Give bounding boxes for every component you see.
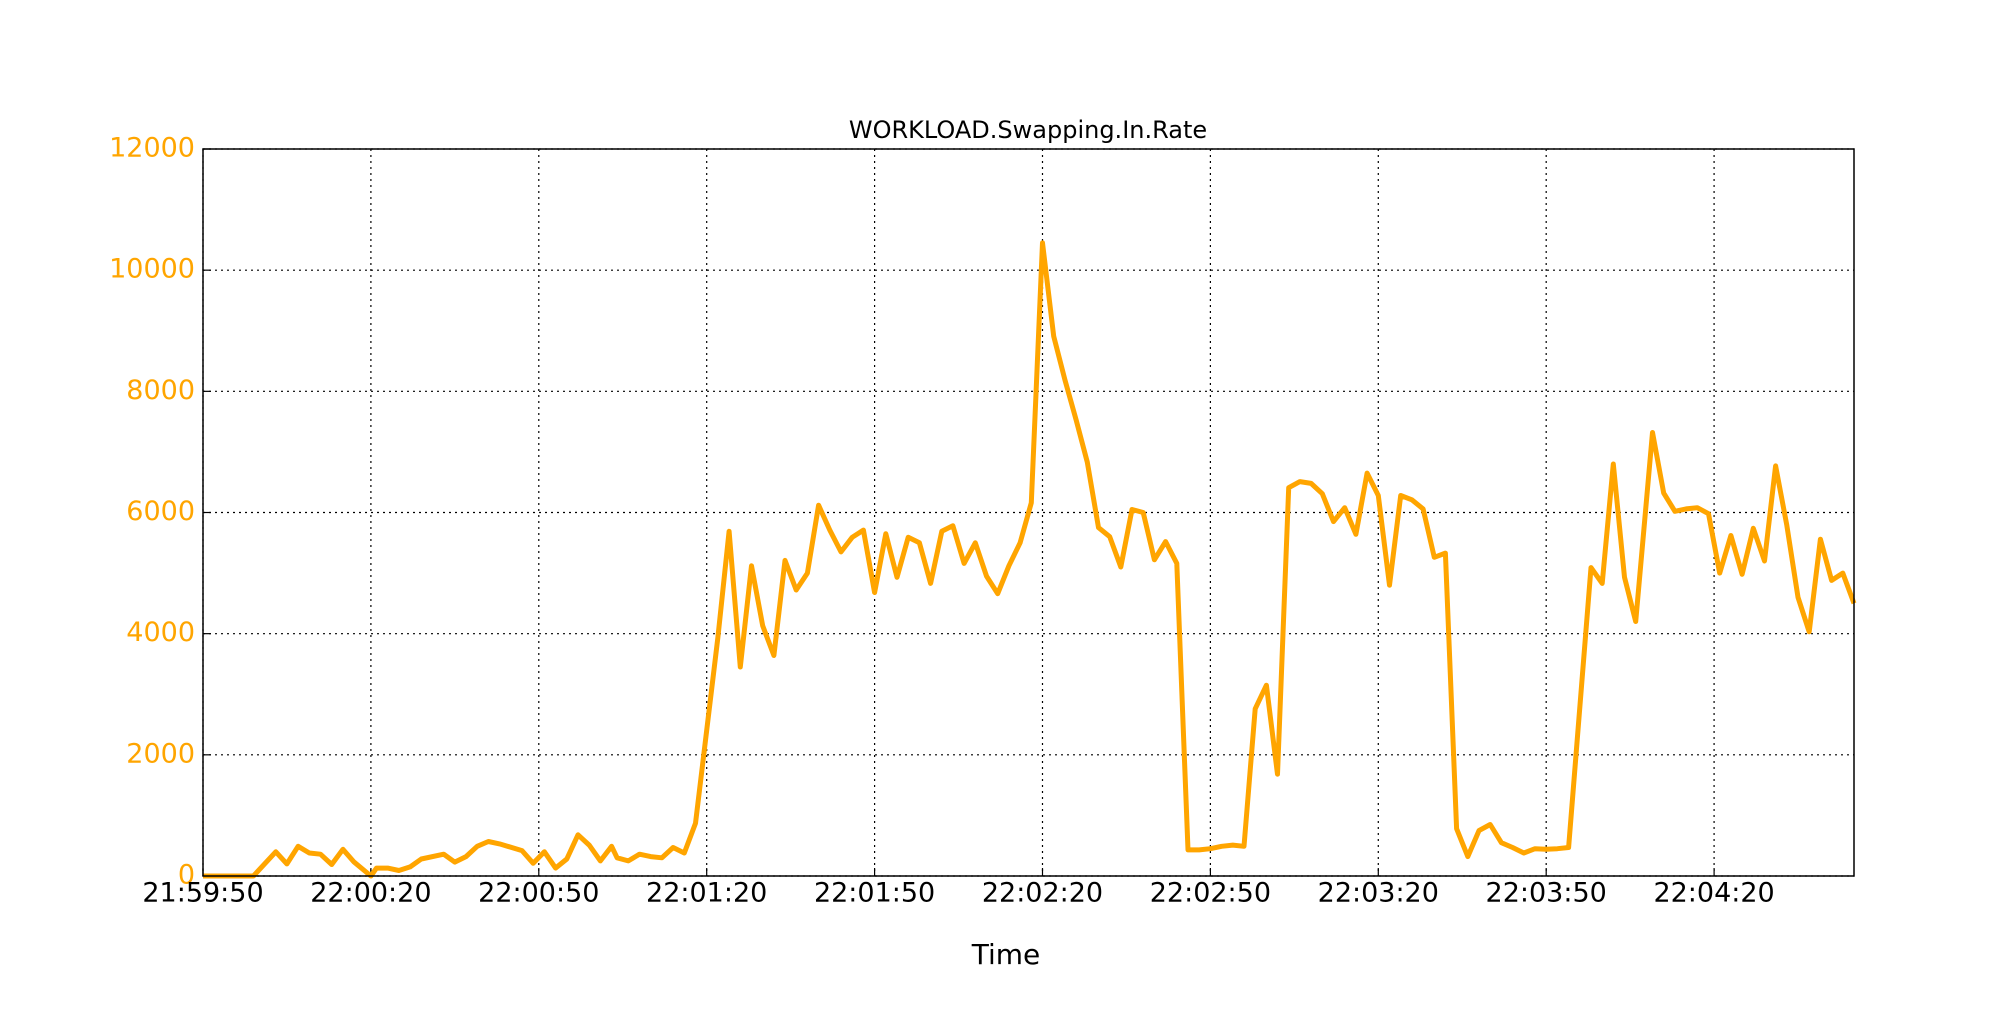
x-tick-label: 22:01:50 xyxy=(814,878,935,909)
x-tick-label: 22:00:50 xyxy=(478,878,599,909)
x-tick-label: 21:59:50 xyxy=(142,878,263,909)
x-tick-label: 22:01:20 xyxy=(646,878,767,909)
y-tick-label: 6000 xyxy=(126,496,195,527)
chart-title: WORKLOAD.Swapping.In.Rate xyxy=(849,116,1207,144)
x-tick-label: 22:03:20 xyxy=(1318,878,1439,909)
x-tick-label: 22:04:20 xyxy=(1653,878,1774,909)
x-axis-label: Time xyxy=(971,938,1041,971)
x-tick-label: 22:00:20 xyxy=(310,878,431,909)
x-tick-label: 22:03:50 xyxy=(1486,878,1607,909)
y-tick-label: 8000 xyxy=(126,375,195,406)
x-tick-label: 22:02:20 xyxy=(982,878,1103,909)
y-tick-label: 10000 xyxy=(109,254,195,285)
y-tick-label: 2000 xyxy=(126,738,195,769)
plot-frame xyxy=(202,148,1855,877)
data-line xyxy=(203,240,1857,879)
y-tick-label: 12000 xyxy=(109,133,195,164)
y-tick-label: 0 xyxy=(178,860,195,891)
x-tick-label: 22:02:50 xyxy=(1150,878,1271,909)
y-tick-label: 4000 xyxy=(126,617,195,648)
